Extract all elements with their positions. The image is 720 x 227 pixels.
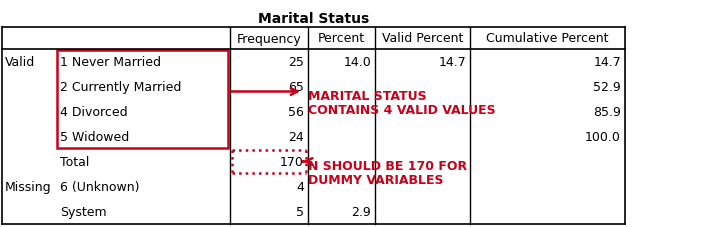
Text: 5: 5	[296, 205, 304, 218]
Text: 14.0: 14.0	[343, 56, 371, 69]
Text: 52.9: 52.9	[593, 81, 621, 94]
Text: 1 Never Married: 1 Never Married	[60, 56, 161, 69]
Text: Percent: Percent	[318, 32, 365, 45]
Text: 14.7: 14.7	[438, 56, 466, 69]
Text: Frequency: Frequency	[237, 32, 302, 45]
Text: 85.9: 85.9	[593, 106, 621, 118]
Text: System: System	[60, 205, 107, 218]
Text: DUMMY VARIABLES: DUMMY VARIABLES	[308, 173, 444, 186]
Text: 4: 4	[296, 180, 304, 193]
Text: 170: 170	[280, 155, 304, 168]
Text: Missing: Missing	[5, 180, 52, 193]
Text: 56: 56	[288, 106, 304, 118]
Text: 2 Currently Married: 2 Currently Married	[60, 81, 181, 94]
Text: MARITAL STATUS: MARITAL STATUS	[308, 90, 427, 103]
Text: N SHOULD BE 170 FOR: N SHOULD BE 170 FOR	[308, 160, 467, 173]
Text: Marital Status: Marital Status	[258, 12, 369, 26]
Text: Valid Percent: Valid Percent	[382, 32, 463, 45]
Text: CONTAINS 4 VALID VALUES: CONTAINS 4 VALID VALUES	[308, 103, 495, 116]
Text: 2.9: 2.9	[351, 205, 371, 218]
Text: 14.7: 14.7	[593, 56, 621, 69]
Text: Total: Total	[60, 155, 89, 168]
Text: 65: 65	[288, 81, 304, 94]
Text: 100.0: 100.0	[585, 131, 621, 143]
Text: Cumulative Percent: Cumulative Percent	[486, 32, 608, 45]
Text: 5 Widowed: 5 Widowed	[60, 131, 130, 143]
Text: 4 Divorced: 4 Divorced	[60, 106, 127, 118]
Text: 6 (Unknown): 6 (Unknown)	[60, 180, 140, 193]
Text: 25: 25	[288, 56, 304, 69]
Bar	[57, 51, 228, 148]
Text: 24: 24	[288, 131, 304, 143]
Text: Valid: Valid	[5, 56, 35, 69]
